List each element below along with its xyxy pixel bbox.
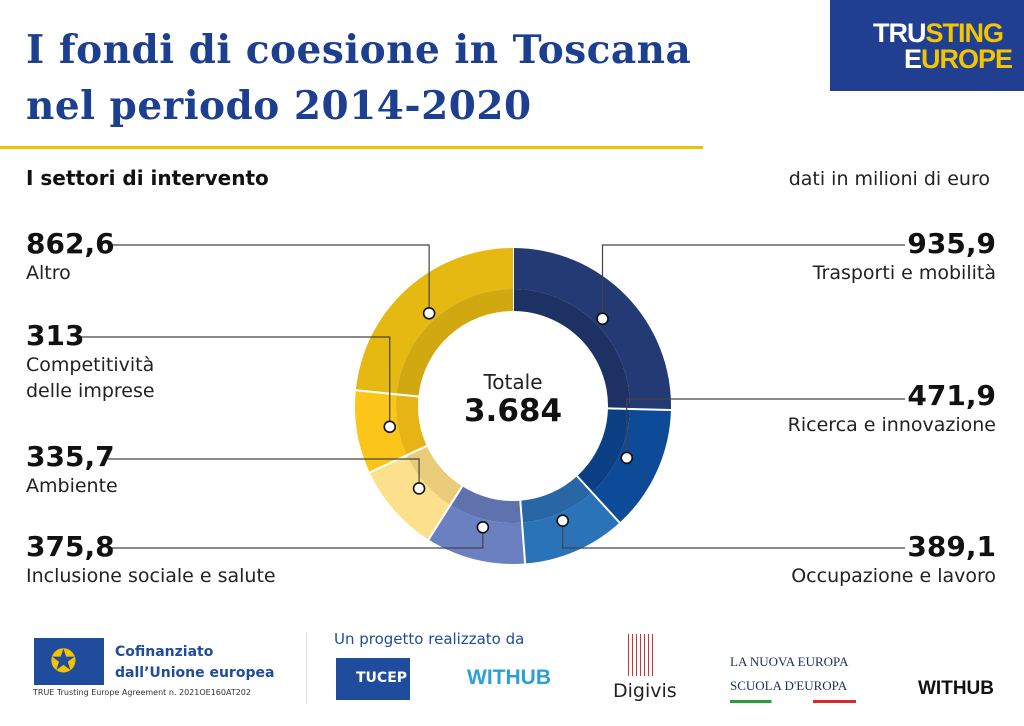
label-ambiente: 335,7 Ambiente	[26, 440, 118, 498]
trusting-europe-logo: TRUSTING EUROPE	[830, 0, 1024, 91]
slice-separator	[576, 475, 621, 524]
slice-altro	[355, 248, 513, 395]
italian-flag-bar	[730, 700, 856, 703]
label-trasporti: 935,9 Trasporti e mobilità	[812, 227, 996, 285]
slice-marker-dot	[383, 420, 397, 434]
chart-total: Totale 3.684	[413, 370, 613, 428]
project-text: Un progetto realizzato da	[334, 630, 525, 648]
leader-line	[601, 244, 905, 319]
leader-line	[78, 336, 391, 427]
divider	[306, 632, 307, 704]
slice-trasporti-inner	[513, 289, 630, 409]
label-occupazione: 389,1 Occupazione e lavoro	[791, 530, 996, 588]
slice-inclusione	[428, 504, 526, 564]
slice-occupazione	[521, 492, 620, 564]
slice-ambiente	[369, 455, 451, 540]
cofinanziato-text: Cofinanziato dall’Unione europea	[115, 644, 275, 681]
slice-marker-dot	[476, 521, 490, 534]
title-line-2: nel periodo 2014-2020	[26, 83, 532, 129]
slice-marker-dot	[556, 514, 569, 528]
leader-line	[108, 244, 430, 314]
agreement-text: TRUE Trusting Europe Agreement n. 2021OE…	[33, 688, 251, 697]
page-title: I fondi di coesione in Toscana nel perio…	[26, 22, 691, 134]
slice-separator	[355, 389, 419, 398]
digivis-bars-icon	[628, 634, 654, 676]
title-line-1: I fondi di coesione in Toscana	[26, 27, 692, 73]
slice-competitività	[355, 390, 407, 473]
leader-line	[108, 527, 484, 549]
slice-marker-dot	[596, 312, 609, 326]
label-inclusione: 375,8 Inclusione sociale e salute	[26, 530, 276, 588]
footer-logos: ✪ Cofinanziato dall’Unione europea TRUE T…	[0, 620, 1024, 726]
withub-logo: WITHUB	[467, 666, 551, 689]
slice-separator	[427, 485, 464, 541]
title-underline	[0, 146, 703, 149]
leader-line	[108, 458, 420, 489]
donut-chart	[78, 244, 905, 564]
digivis-logo: Digivis	[613, 680, 677, 702]
slice-marker-dot	[422, 307, 436, 320]
label-ricerca: 471,9 Ricerca e innovazione	[787, 379, 996, 437]
label-altro: 862,6 Altro	[26, 227, 115, 285]
slice-separator	[607, 407, 671, 412]
section-subtitle: I settori di intervento	[26, 166, 269, 190]
total-label: Totale	[483, 370, 543, 394]
la-nuova-europa-logo: LA NUOVA EUROPA SCUOLA D'EUROPA	[730, 654, 849, 693]
slice-marker-dot	[620, 451, 634, 465]
leader-line	[626, 398, 905, 458]
leader-line	[562, 520, 905, 549]
slice-ricerca	[591, 408, 671, 523]
total-value: 3.684	[463, 393, 563, 429]
slice-separator	[519, 500, 527, 564]
slice-competitività-inner	[396, 394, 427, 456]
tucep-logo: TUCEP	[336, 658, 410, 700]
eu-flag-icon: ✪	[34, 638, 104, 685]
slice-inclusione-inner	[450, 486, 522, 523]
slice-altro-inner	[396, 289, 513, 397]
slice-marker-dot	[412, 482, 426, 495]
slice-ricerca-inner	[577, 408, 630, 493]
slice-ambiente-inner	[406, 445, 463, 505]
slice-occupazione-inner	[520, 476, 592, 523]
slice-trasporti	[513, 248, 671, 411]
unit-note: dati in milioni di euro	[788, 168, 990, 190]
withub-logo-black: WITHUB	[918, 678, 994, 699]
label-competitivita: 313 Competitività delle imprese	[26, 319, 155, 403]
